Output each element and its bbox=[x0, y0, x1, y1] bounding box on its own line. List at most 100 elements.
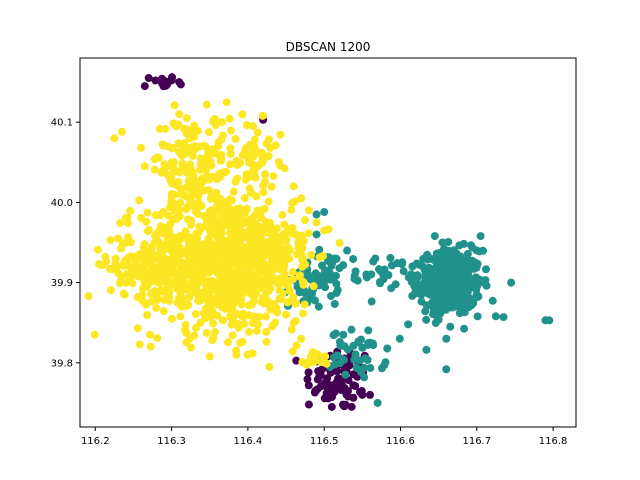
data-point bbox=[463, 249, 472, 258]
data-point bbox=[271, 141, 280, 150]
data-point bbox=[275, 158, 283, 167]
data-point bbox=[178, 159, 187, 168]
data-point bbox=[228, 331, 237, 340]
data-point bbox=[213, 232, 222, 241]
data-point bbox=[347, 325, 356, 334]
data-point bbox=[226, 144, 235, 153]
data-point bbox=[181, 320, 190, 329]
data-point bbox=[131, 252, 140, 261]
data-point bbox=[225, 205, 234, 214]
x-tick-label: 116.8 bbox=[539, 436, 568, 447]
data-point bbox=[417, 297, 426, 306]
data-point bbox=[156, 222, 165, 231]
data-point bbox=[311, 296, 320, 305]
data-point bbox=[476, 232, 485, 241]
data-point bbox=[460, 324, 469, 333]
data-point bbox=[228, 303, 237, 312]
data-point bbox=[236, 260, 245, 269]
data-point bbox=[240, 319, 249, 328]
data-point bbox=[189, 242, 198, 251]
data-point bbox=[98, 260, 107, 269]
data-point bbox=[151, 76, 160, 85]
data-point bbox=[242, 121, 251, 130]
data-point bbox=[419, 254, 428, 263]
data-point bbox=[445, 258, 454, 267]
data-point bbox=[317, 365, 326, 374]
data-point bbox=[135, 196, 144, 205]
data-point bbox=[178, 277, 187, 286]
data-point bbox=[371, 254, 380, 263]
data-point bbox=[233, 247, 242, 256]
data-point bbox=[182, 338, 191, 347]
data-point bbox=[229, 187, 238, 196]
data-point bbox=[184, 182, 193, 191]
data-point bbox=[399, 267, 408, 276]
data-point bbox=[215, 296, 224, 305]
data-point bbox=[223, 338, 232, 347]
x-tick-label: 116.3 bbox=[157, 436, 186, 447]
data-point bbox=[252, 327, 261, 336]
data-point bbox=[217, 224, 226, 233]
data-point bbox=[238, 110, 247, 119]
data-point bbox=[190, 128, 199, 137]
data-point bbox=[237, 208, 246, 217]
data-point bbox=[182, 328, 191, 337]
data-point bbox=[163, 258, 172, 267]
data-point bbox=[183, 144, 192, 153]
data-point bbox=[354, 338, 363, 347]
data-point bbox=[202, 100, 211, 109]
data-point bbox=[175, 205, 184, 214]
data-point bbox=[245, 184, 254, 193]
data-point bbox=[150, 165, 159, 174]
data-point bbox=[175, 249, 184, 258]
data-point bbox=[174, 139, 183, 148]
data-point bbox=[186, 281, 195, 289]
data-point bbox=[350, 271, 359, 280]
data-point bbox=[262, 327, 271, 336]
data-point bbox=[248, 231, 257, 240]
data-point bbox=[194, 142, 203, 151]
data-point bbox=[243, 153, 252, 162]
data-point bbox=[106, 286, 115, 295]
data-point bbox=[176, 312, 185, 321]
data-point bbox=[362, 273, 371, 282]
data-point bbox=[541, 316, 550, 325]
x-tick-label: 116.4 bbox=[234, 436, 263, 447]
data-point bbox=[159, 168, 168, 177]
data-point bbox=[160, 295, 169, 304]
data-point bbox=[431, 291, 440, 300]
x-tick-label: 116.5 bbox=[310, 436, 339, 447]
data-point bbox=[147, 297, 156, 306]
data-point bbox=[261, 312, 270, 321]
data-point bbox=[404, 320, 413, 329]
data-point bbox=[147, 245, 156, 254]
data-point bbox=[421, 266, 430, 275]
data-point bbox=[304, 229, 313, 238]
data-point bbox=[197, 265, 206, 274]
data-point bbox=[442, 305, 451, 314]
data-point bbox=[163, 275, 172, 284]
data-point bbox=[460, 292, 469, 301]
data-point bbox=[157, 286, 166, 295]
data-point bbox=[343, 345, 352, 354]
data-point bbox=[448, 303, 457, 312]
data-point bbox=[267, 182, 276, 191]
y-tick-label: 40.1 bbox=[51, 118, 73, 129]
data-point bbox=[219, 289, 228, 298]
plot-frame bbox=[79, 57, 577, 428]
data-point bbox=[282, 277, 291, 286]
data-point bbox=[227, 126, 236, 135]
data-point bbox=[128, 279, 137, 288]
data-point bbox=[177, 150, 186, 159]
data-point bbox=[224, 212, 233, 221]
data-point bbox=[314, 302, 323, 311]
data-point bbox=[167, 197, 176, 206]
data-point bbox=[188, 151, 197, 160]
data-point bbox=[442, 334, 451, 343]
data-point bbox=[472, 246, 481, 255]
data-point bbox=[138, 291, 147, 300]
data-point bbox=[248, 122, 257, 131]
data-point bbox=[143, 208, 152, 217]
data-point bbox=[173, 298, 182, 307]
data-point bbox=[226, 287, 235, 296]
